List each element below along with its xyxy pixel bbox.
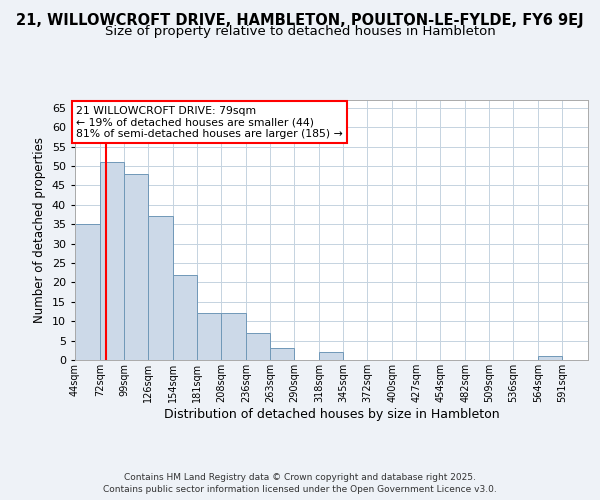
Bar (173, 274, 197, 360)
Bar (270, 348, 294, 360)
Text: 21 WILLOWCROFT DRIVE: 79sqm
← 19% of detached houses are smaller (44)
81% of sem: 21 WILLOWCROFT DRIVE: 79sqm ← 19% of det… (76, 106, 343, 139)
Bar (221, 314, 246, 360)
Text: Size of property relative to detached houses in Hambleton: Size of property relative to detached ho… (104, 25, 496, 38)
Bar (246, 333, 270, 360)
Text: 21, WILLOWCROFT DRIVE, HAMBLETON, POULTON-LE-FYLDE, FY6 9EJ: 21, WILLOWCROFT DRIVE, HAMBLETON, POULTO… (16, 12, 584, 28)
Bar (319, 352, 343, 360)
Text: Contains HM Land Registry data © Crown copyright and database right 2025.: Contains HM Land Registry data © Crown c… (124, 472, 476, 482)
Bar (148, 216, 173, 360)
Text: Contains public sector information licensed under the Open Government Licence v3: Contains public sector information licen… (103, 485, 497, 494)
Bar (75, 224, 100, 360)
Bar (538, 356, 562, 360)
X-axis label: Distribution of detached houses by size in Hambleton: Distribution of detached houses by size … (164, 408, 499, 420)
Y-axis label: Number of detached properties: Number of detached properties (33, 137, 46, 323)
Bar (124, 174, 148, 360)
Bar (100, 162, 124, 360)
Bar (197, 314, 221, 360)
